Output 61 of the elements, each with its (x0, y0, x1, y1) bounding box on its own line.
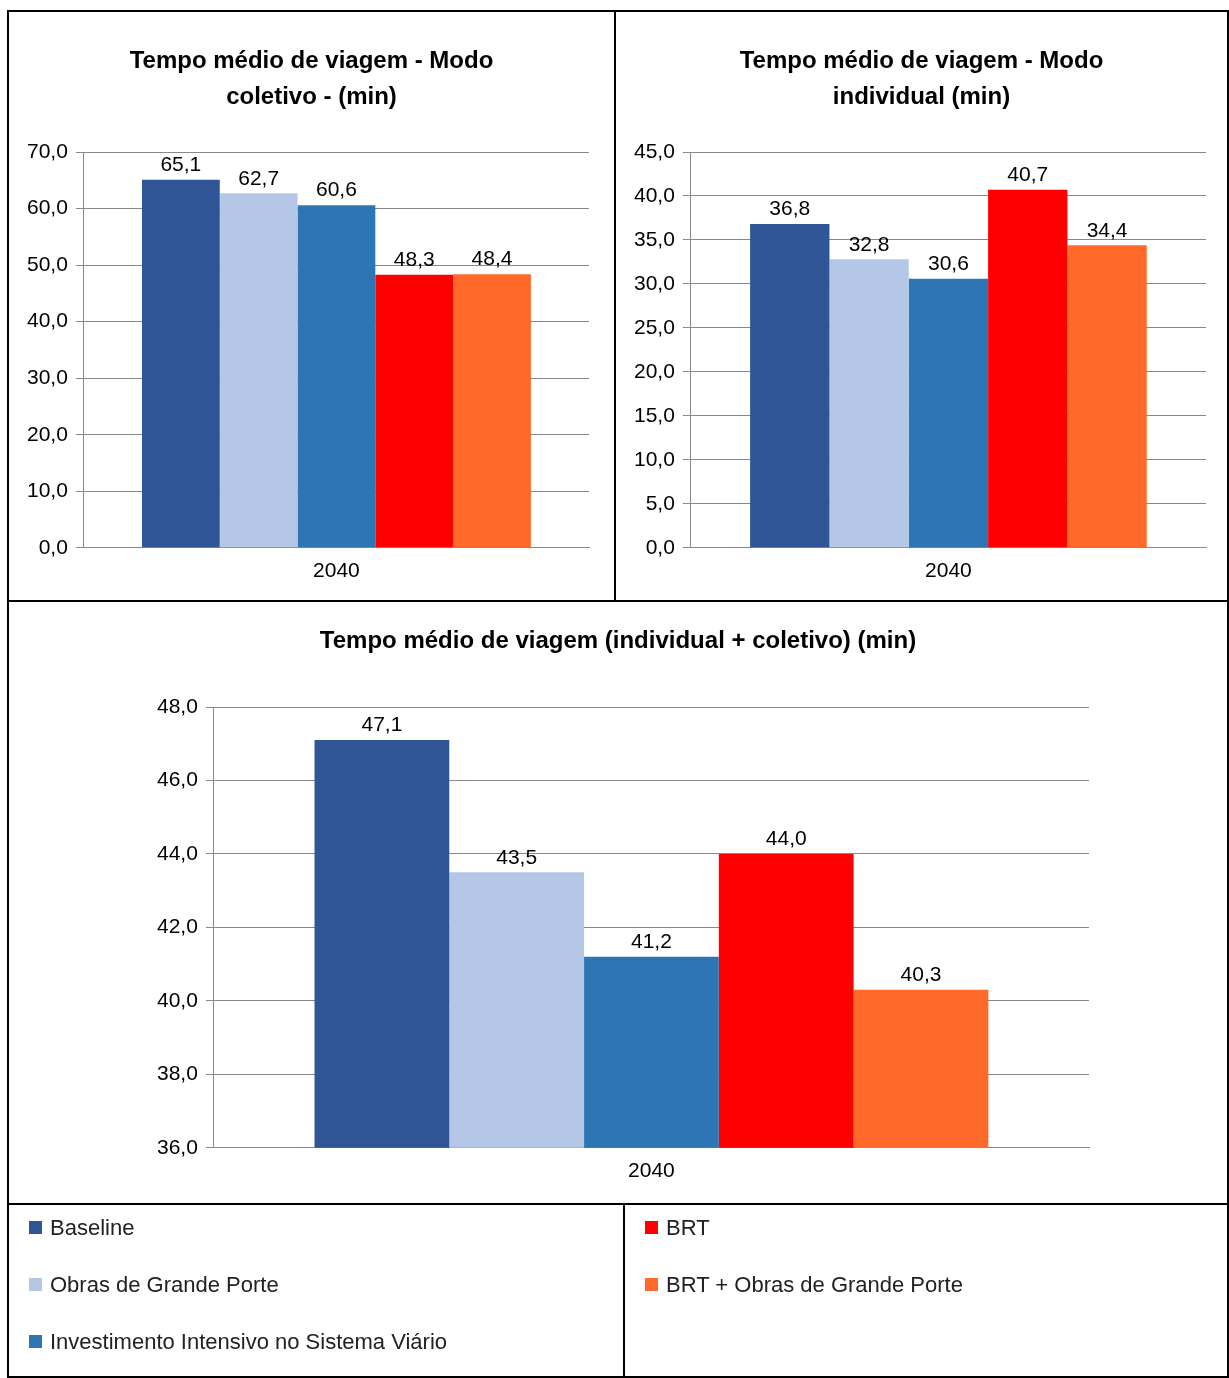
y-tick-label: 60,0 (27, 195, 68, 219)
y-tick-label: 0,0 (38, 534, 68, 558)
legend-label: BRT + Obras de Grande Porte (666, 1272, 963, 1298)
chart-title: Tempo médio de viagem (individual + coletivo) (min) (318, 625, 918, 655)
y-tick-label: 30,0 (634, 270, 675, 294)
bar (453, 274, 531, 548)
y-tick-label: 20,0 (27, 421, 68, 445)
y-tick-label: 20,0 (634, 358, 675, 382)
data-label: 48,3 (393, 246, 435, 270)
y-tick-label: 50,0 (27, 251, 68, 275)
data-label: 30,6 (928, 250, 969, 274)
data-label: 41,2 (631, 929, 672, 953)
x-tick-label: 2040 (925, 558, 972, 582)
y-tick-label: 40,0 (157, 987, 198, 1011)
data-label: 62,7 (238, 165, 280, 189)
data-label: 43,5 (496, 844, 538, 868)
y-tick-label: 35,0 (634, 226, 675, 250)
y-tick-label: 70,0 (27, 138, 68, 162)
data-label: 34,4 (1086, 217, 1128, 241)
bar (219, 193, 298, 548)
y-tick-label: 44,0 (157, 840, 198, 864)
y-tick-label: 15,0 (634, 402, 675, 426)
x-tick-label: 2040 (628, 1158, 675, 1182)
data-label: 65,1 (160, 152, 202, 175)
bar (908, 278, 989, 548)
y-tick-label: 45,0 (634, 138, 675, 162)
y-tick-label: 0,0 (645, 534, 675, 558)
y-tick-label: 38,0 (157, 1061, 198, 1085)
data-label: 40,7 (1007, 162, 1049, 186)
bar (750, 224, 830, 548)
y-tick-label: 40,0 (634, 182, 675, 206)
y-tick-label: 30,0 (27, 364, 68, 388)
legend-label: Baseline (50, 1215, 135, 1241)
legend-label: Obras de Grande Porte (50, 1272, 279, 1298)
data-label: 40,3 (900, 962, 942, 986)
data-label: 48,4 (471, 246, 513, 270)
y-tick-label: 5,0 (645, 490, 675, 514)
bar (1067, 245, 1147, 548)
y-tick-label: 46,0 (157, 767, 198, 791)
data-label: 44,0 (765, 826, 807, 850)
bar (829, 259, 909, 548)
bar (297, 205, 376, 548)
x-tick-label: 2040 (313, 558, 360, 582)
legend-label: Investimento Intensivo no Sistema Viário (50, 1329, 448, 1355)
y-tick-label: 48,0 (157, 693, 198, 717)
y-tick-label: 40,0 (27, 308, 68, 332)
bar (375, 274, 454, 548)
data-label: 47,1 (361, 712, 403, 736)
y-tick-label: 42,0 (157, 914, 198, 938)
y-tick-label: 25,0 (634, 314, 675, 338)
legend-label: BRT (666, 1215, 710, 1241)
chart-title: Tempo médio de viagem - Modo coletivo - (min) (128, 45, 495, 111)
bar (988, 189, 1068, 548)
data-label: 60,6 (316, 177, 357, 201)
y-tick-label: 36,0 (157, 1134, 198, 1158)
data-label: 36,8 (769, 196, 811, 220)
y-tick-label: 10,0 (634, 446, 675, 470)
y-tick-label: 10,0 (27, 478, 68, 502)
bar (141, 179, 220, 548)
data-label: 32,8 (848, 231, 890, 255)
chart-title: Tempo médio de viagem - Modo individual (min) (738, 45, 1105, 111)
